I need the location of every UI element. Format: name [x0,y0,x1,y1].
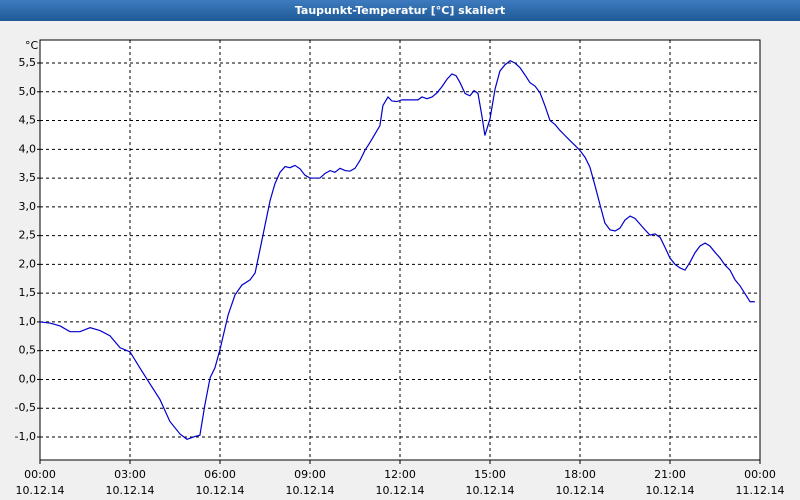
y-tick-label: -1,0 [15,430,36,443]
x-tick-date: 11.12.14 [736,484,785,497]
x-tick-label: 12:00 [384,468,416,481]
y-tick-label: 0,5 [19,344,37,357]
y-tick-label: 5,0 [19,85,37,98]
x-tick-label: 00:00 [744,468,776,481]
x-tick-label: 18:00 [564,468,596,481]
x-tick-label: 03:00 [114,468,146,481]
y-tick-label: 4,0 [19,142,37,155]
x-tick-label: 15:00 [474,468,506,481]
y-unit: °C [25,39,39,52]
x-tick-date: 10.12.14 [646,484,695,497]
data-line [39,60,755,440]
x-tick-date: 10.12.14 [556,484,605,497]
y-tick-label: 4,5 [19,114,37,127]
y-tick-label: 2,0 [19,257,37,270]
x-tick-label: 21:00 [654,468,686,481]
x-tick-date: 10.12.14 [106,484,155,497]
y-tick-label: 3,5 [19,171,37,184]
y-tick-label: -0,5 [15,401,36,414]
x-tick-date: 10.12.14 [16,484,65,497]
title-bar [0,0,800,21]
y-tick-label: 1,5 [19,286,37,299]
y-tick-label: 2,5 [19,229,37,242]
y-tick-label: 0,0 [19,372,37,385]
x-tick-date: 10.12.14 [376,484,425,497]
x-tick-label: 06:00 [204,468,236,481]
x-tick-date: 10.12.14 [196,484,245,497]
x-tick-date: 10.12.14 [286,484,335,497]
y-tick-label: 5,5 [19,56,37,69]
y-tick-label: 1,0 [19,315,37,328]
x-tick-label: 00:00 [24,468,56,481]
x-tick-label: 09:00 [294,468,326,481]
y-tick-label: 3,0 [19,200,37,213]
x-tick-date: 10.12.14 [466,484,515,497]
chart-title: Taupunkt-Temperatur [°C] skaliert [295,4,505,17]
